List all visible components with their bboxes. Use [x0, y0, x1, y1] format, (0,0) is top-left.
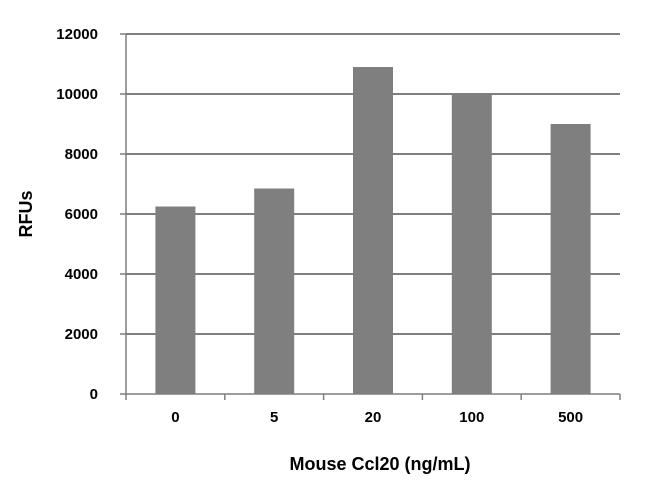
- y-tick-labels: 0 2000 4000 6000 8000 10000 12000: [56, 26, 98, 403]
- bar-5: [254, 188, 295, 394]
- axes: [120, 33, 621, 400]
- x-tick-label: 5: [270, 409, 278, 426]
- bar-0: [155, 206, 196, 394]
- y-tick-label: 2000: [65, 326, 98, 343]
- y-tick-label: 10000: [56, 86, 98, 103]
- bar-100: [451, 94, 492, 394]
- x-tick-label: 100: [459, 409, 484, 426]
- x-tick-label: 20: [365, 409, 382, 426]
- y-tick-label: 12000: [56, 26, 98, 43]
- y-tick-label: 6000: [65, 206, 98, 223]
- bar-20: [353, 67, 393, 394]
- x-tick-label: 0: [171, 409, 179, 426]
- x-axis-title: Mouse Ccl20 (ng/mL): [289, 454, 470, 474]
- bar-500: [550, 124, 591, 394]
- x-tick-labels: 0 5 20 100 500: [171, 409, 583, 426]
- y-tick-label: 0: [90, 386, 98, 403]
- y-tick-label: 8000: [65, 146, 98, 163]
- y-axis-title: RFUs: [16, 190, 36, 237]
- y-tick-label: 4000: [65, 266, 98, 283]
- x-tick-label: 500: [558, 409, 583, 426]
- bars: [155, 67, 591, 394]
